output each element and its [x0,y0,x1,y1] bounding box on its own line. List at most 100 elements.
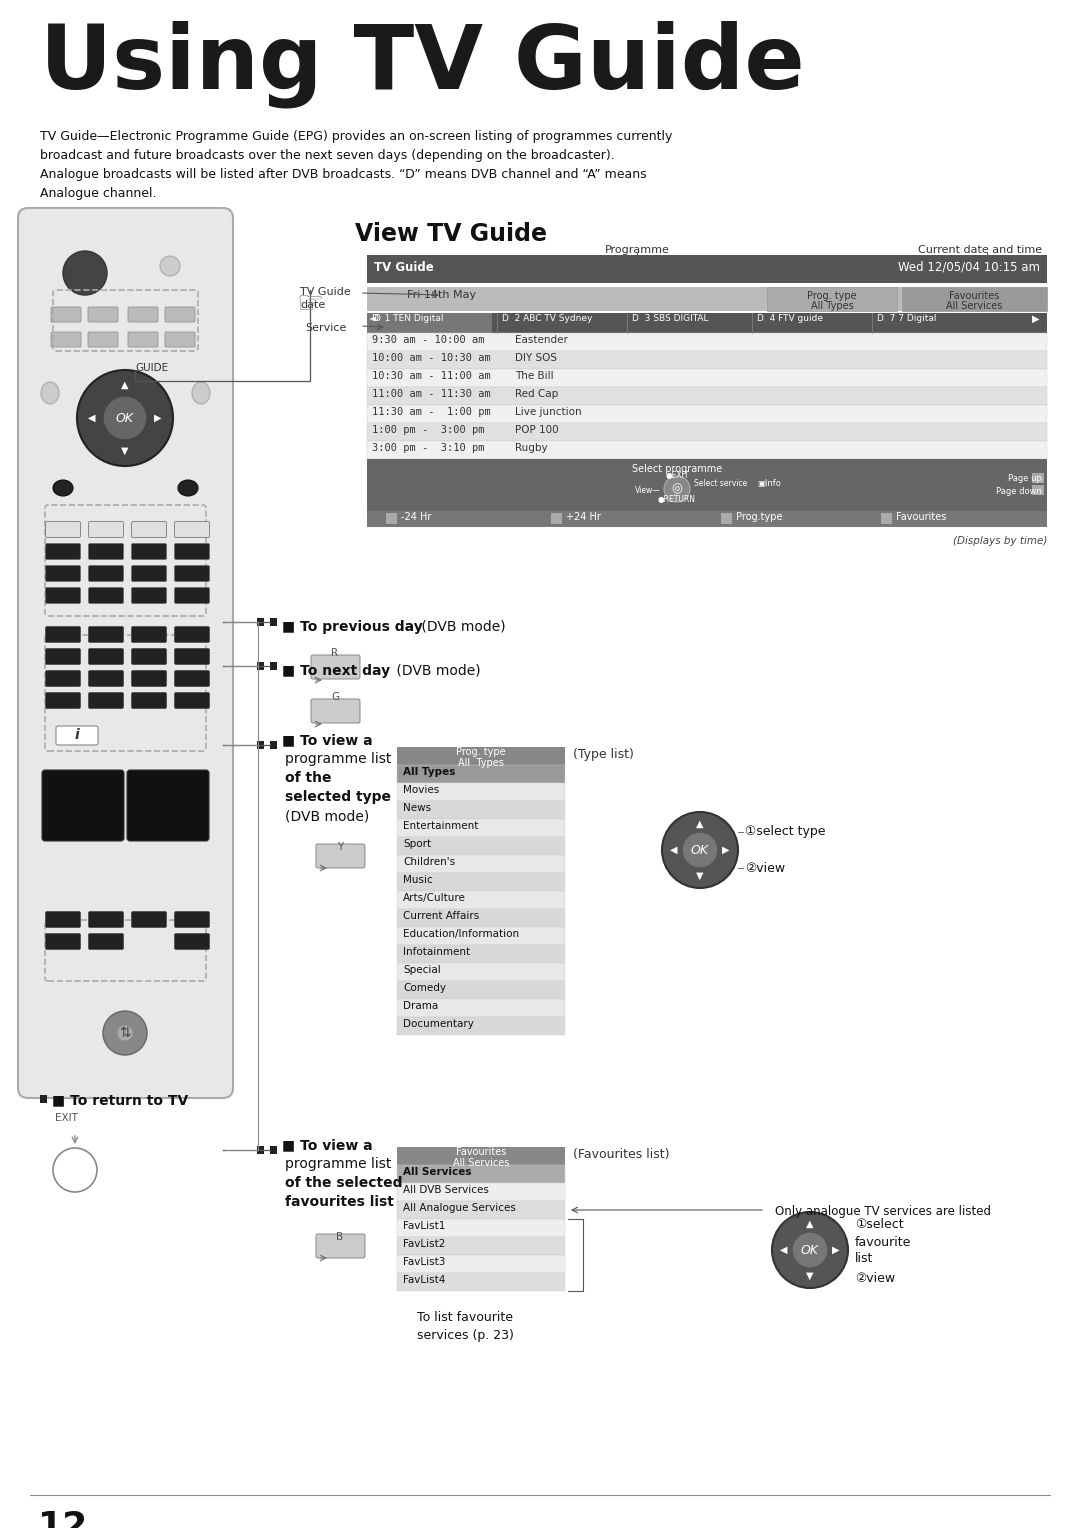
Text: OK: OK [691,843,710,857]
Text: D  4 FTV guide: D 4 FTV guide [757,313,823,322]
Bar [367,405,1047,423]
Bar [367,510,1047,527]
Text: ▲: ▲ [697,819,704,830]
Text: 1:00 pm -  3:00 pm: 1:00 pm - 3:00 pm [372,425,485,435]
Ellipse shape [53,480,73,497]
Bar [270,741,276,749]
Text: Rugby: Rugby [515,443,548,452]
Bar [367,351,1047,368]
Bar [397,1201,565,1219]
Text: POP 100: POP 100 [515,425,558,435]
Circle shape [103,1012,147,1054]
Text: ☞: ☞ [296,290,324,319]
Bar [367,313,1047,333]
FancyBboxPatch shape [175,587,210,604]
Circle shape [772,1212,848,1288]
Bar [367,442,1047,458]
Text: programme list: programme list [285,752,391,766]
Bar [367,333,1047,351]
Text: G: G [330,692,339,701]
Text: 10:30 am - 11:00 am: 10:30 am - 11:00 am [372,371,490,380]
Text: All  Types: All Types [458,758,504,769]
Bar [397,1018,565,1034]
Text: ▶: ▶ [1031,313,1039,324]
Text: OK: OK [116,411,134,425]
Text: ⇅: ⇅ [119,1025,131,1041]
Text: All Types: All Types [403,767,456,778]
Bar [367,458,1047,510]
Bar [397,891,565,909]
Text: broadcast and future broadcasts over the next seven days (depending on the broad: broadcast and future broadcasts over the… [40,150,615,162]
Text: Analogue broadcasts will be listed after DVB broadcasts. “D” means DVB channel a: Analogue broadcasts will be listed after… [40,168,647,180]
Bar [397,981,565,999]
FancyBboxPatch shape [89,565,123,582]
Text: ②view: ②view [745,862,785,874]
Text: Documentary: Documentary [403,1019,474,1028]
Text: of the: of the [285,772,332,785]
FancyBboxPatch shape [45,934,81,949]
Text: of the selected: of the selected [285,1177,403,1190]
FancyBboxPatch shape [132,692,166,709]
FancyBboxPatch shape [165,332,195,347]
Text: Service: Service [305,322,347,333]
Bar [397,909,565,927]
Text: Favourites: Favourites [949,290,999,301]
Text: All Types: All Types [811,301,853,312]
Text: list: list [855,1251,874,1265]
Text: GUIDE: GUIDE [135,364,168,373]
Bar [367,387,1047,405]
Bar [257,662,264,669]
Text: ■ To previous day: ■ To previous day [282,620,422,634]
Text: ◀: ◀ [671,845,678,856]
FancyBboxPatch shape [316,1235,365,1258]
FancyBboxPatch shape [132,587,166,604]
Text: ▲: ▲ [121,380,129,390]
FancyBboxPatch shape [89,692,123,709]
Ellipse shape [41,382,59,403]
Circle shape [53,1148,97,1192]
Text: All Services: All Services [403,1167,472,1177]
Text: 12: 12 [38,1510,89,1528]
Bar [257,617,264,626]
Bar [367,423,1047,442]
Bar [257,741,264,749]
Text: ▲: ▲ [807,1219,813,1229]
Text: Analogue channel.: Analogue channel. [40,186,157,200]
Text: ◀: ◀ [89,413,96,423]
Text: FavList1: FavList1 [403,1221,445,1232]
Text: All Services: All Services [453,1158,509,1167]
FancyBboxPatch shape [51,307,81,322]
Circle shape [103,396,147,440]
Text: 11:00 am - 11:30 am: 11:00 am - 11:30 am [372,390,490,399]
FancyBboxPatch shape [175,565,210,582]
Text: FavList4: FavList4 [403,1274,445,1285]
FancyBboxPatch shape [175,671,210,686]
Bar [902,287,1047,312]
Text: The Bill: The Bill [515,371,554,380]
Text: ■ To return to TV: ■ To return to TV [52,1093,188,1106]
Text: i: i [75,727,79,743]
Bar [270,1146,276,1154]
Bar [397,1148,565,1164]
Text: TV Guide—Electronic Programme Guide (EPG) provides an on-screen listing of progr: TV Guide—Electronic Programme Guide (EPG… [40,130,673,144]
Text: B: B [337,1232,343,1242]
FancyBboxPatch shape [129,332,158,347]
Bar [397,1254,565,1273]
Bar [881,513,892,524]
Text: FavList3: FavList3 [403,1258,445,1267]
Circle shape [664,477,690,503]
Text: Prog.type: Prog.type [735,512,783,523]
Text: EXIT: EXIT [55,1112,78,1123]
Ellipse shape [178,480,198,497]
Text: All Services: All Services [946,301,1002,312]
Text: All DVB Services: All DVB Services [403,1186,489,1195]
Text: ▼: ▼ [121,446,129,455]
FancyBboxPatch shape [89,626,123,642]
Bar [397,963,565,981]
Text: Current date and time: Current date and time [918,244,1042,255]
FancyBboxPatch shape [127,770,210,840]
Text: ●RETURN: ●RETURN [658,495,696,504]
Bar [397,872,565,891]
Text: ▼: ▼ [697,871,704,882]
Circle shape [63,251,107,295]
